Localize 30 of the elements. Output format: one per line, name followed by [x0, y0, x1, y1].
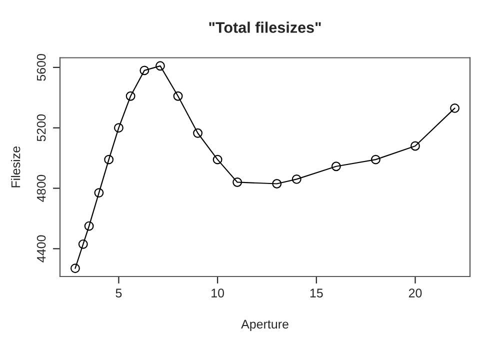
- point: [70, 264, 80, 274]
- y-tick-label: 4800: [36, 174, 46, 202]
- point: [450, 103, 460, 113]
- point: [272, 179, 282, 188]
- point: [114, 123, 124, 133]
- y-tick-label: 4400: [36, 235, 46, 262]
- point: [140, 66, 150, 76]
- point: [173, 91, 183, 101]
- point: [84, 221, 94, 231]
- point: [156, 61, 165, 71]
- point: [292, 174, 302, 184]
- point: [126, 91, 136, 101]
- y-tick-label: 5200: [36, 114, 46, 142]
- x-tick-label: 15: [310, 288, 323, 298]
- point: [410, 141, 420, 151]
- y-tick-label: 5600: [36, 54, 46, 81]
- y-axis-title: Filesize: [11, 146, 20, 188]
- point: [212, 154, 222, 164]
- point: [94, 188, 104, 198]
- point: [78, 239, 88, 249]
- point: [232, 178, 242, 187]
- chart-title: "Total filesizes": [209, 22, 321, 33]
- x-tick-label: 20: [408, 288, 422, 298]
- point: [104, 154, 114, 164]
- x-axis-title: Aperture: [241, 320, 288, 332]
- point: [370, 154, 380, 164]
- x-tick-label: 10: [212, 288, 224, 298]
- point: [331, 162, 341, 172]
- x-tick-label: 5: [116, 288, 122, 298]
- point: [193, 128, 203, 138]
